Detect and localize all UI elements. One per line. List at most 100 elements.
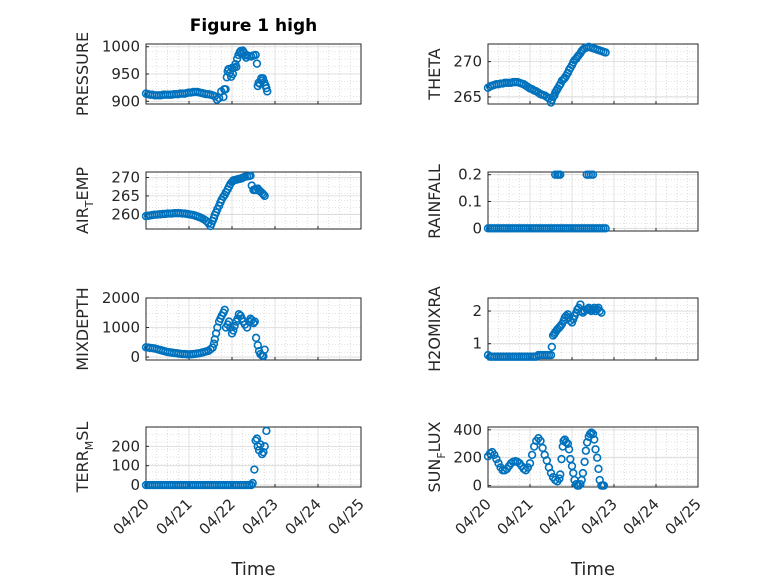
data-point: [577, 306, 586, 316]
data-point: [564, 445, 574, 454]
y-axis-label: MIXDEPTH: [73, 287, 92, 370]
data-point: [561, 438, 571, 447]
data-point: [546, 468, 556, 478]
data-point: [585, 429, 595, 439]
y-axis-label: RAINFALL: [425, 164, 444, 239]
subplot-rainfall: 0 0.1 0.2 RAINFALL: [425, 164, 699, 239]
data-point: [259, 190, 268, 199]
data-point: [580, 457, 589, 467]
data-point: [578, 468, 588, 478]
data-point: [250, 317, 259, 326]
data-point: [260, 442, 269, 451]
data-point: [208, 343, 217, 352]
data-point: [546, 350, 556, 360]
data-point: [588, 429, 598, 439]
subplot-h2omixra: 1 2 H2OMIXRA: [425, 286, 699, 372]
data-point: [591, 445, 600, 454]
y-tick-label: 0: [472, 219, 482, 237]
y-tick-label: 0: [130, 348, 140, 366]
y-tick-label: 0.2: [458, 166, 482, 184]
subplot-mixdepth: 0 1000 2000 MIXDEPTH: [73, 287, 362, 371]
y-axis-label: SUNFLUX: [425, 421, 448, 492]
y-tick-label: 260: [111, 205, 140, 223]
x-tick-label: 04/23: [239, 495, 282, 538]
data-point: [262, 426, 271, 436]
x-axis-label: Time: [570, 559, 615, 580]
data-point: [523, 463, 533, 472]
axes-frame: [145, 171, 362, 230]
y-axis-label: PRESSURE: [73, 32, 92, 116]
data-point: [601, 48, 610, 57]
data-point: [249, 318, 258, 328]
data-point: [525, 459, 535, 468]
data-point: [209, 339, 219, 348]
y-tick-label: 200: [111, 437, 140, 455]
x-tick-label: 04/21: [153, 495, 196, 538]
data-point: [547, 342, 557, 352]
y-tick-label: 1000: [102, 319, 140, 337]
data-point: [588, 170, 598, 179]
data-point: [548, 92, 558, 102]
y-tick-label: 270: [453, 53, 482, 71]
x-tick-label: 04/23: [578, 495, 621, 538]
data-point: [263, 87, 272, 96]
data-point: [229, 326, 238, 335]
data-point: [601, 224, 610, 233]
data-point: [594, 464, 603, 474]
data-point: [258, 74, 268, 83]
data-point: [597, 308, 606, 317]
data-point: [494, 459, 503, 468]
y-axis-label: TERRMSL: [73, 422, 96, 494]
data-point: [595, 306, 604, 316]
data-point: [251, 50, 260, 60]
y-tick-label: 900: [111, 92, 140, 110]
y-axis-label: AIRTEMP: [73, 167, 96, 234]
x-tick-label: 04/22: [536, 495, 579, 538]
data-point: [557, 454, 566, 464]
data-point: [592, 453, 602, 462]
axes-frame: [487, 297, 699, 361]
data-point: [556, 470, 565, 479]
x-tick-label: 04/20: [110, 495, 153, 538]
y-tick-label: 0: [130, 476, 140, 494]
data-point: [260, 191, 269, 201]
data-point: [221, 85, 230, 94]
data-point: [260, 345, 269, 354]
x-tick-label: 04/21: [494, 495, 537, 538]
y-tick-label: 2000: [102, 289, 140, 307]
data-point: [252, 59, 262, 68]
y-tick-label: 950: [111, 65, 140, 83]
y-tick-label: 270: [111, 169, 140, 187]
data-point: [581, 446, 591, 455]
x-tick-label: 04/20: [452, 495, 495, 538]
x-tick-label: 04/24: [620, 495, 663, 538]
y-tick-label: 200: [453, 449, 482, 467]
data-point: [220, 305, 229, 315]
data-point: [251, 333, 261, 343]
x-axis-label: Time: [230, 559, 275, 580]
y-axis-label: THETA: [425, 48, 444, 100]
data-point: [232, 62, 241, 72]
data-point: [248, 478, 257, 488]
chart-title: Figure 1 high: [190, 16, 318, 36]
y-tick-label: 1: [472, 335, 482, 353]
data-point: [587, 428, 596, 437]
subplot-pressure: 900 950 1000 PRESSURE Figure 1 high: [73, 16, 362, 116]
y-tick-label: 400: [453, 421, 482, 439]
y-tick-label: 1000: [102, 38, 140, 56]
axes-frame: [145, 297, 362, 361]
data-point: [246, 171, 255, 180]
y-tick-label: 0.1: [458, 193, 482, 211]
data-point: [599, 481, 609, 490]
y-tick-label: 265: [453, 88, 482, 106]
y-tick-label: 2: [472, 302, 482, 320]
subplot-theta: 265 270 THETA: [425, 42, 699, 107]
data-point: [556, 170, 565, 179]
y-tick-label: 0: [472, 477, 482, 495]
data-point: [490, 450, 499, 460]
data-point: [563, 439, 572, 448]
y-axis-label: H2OMIXRA: [425, 286, 444, 372]
data-point: [590, 435, 599, 444]
